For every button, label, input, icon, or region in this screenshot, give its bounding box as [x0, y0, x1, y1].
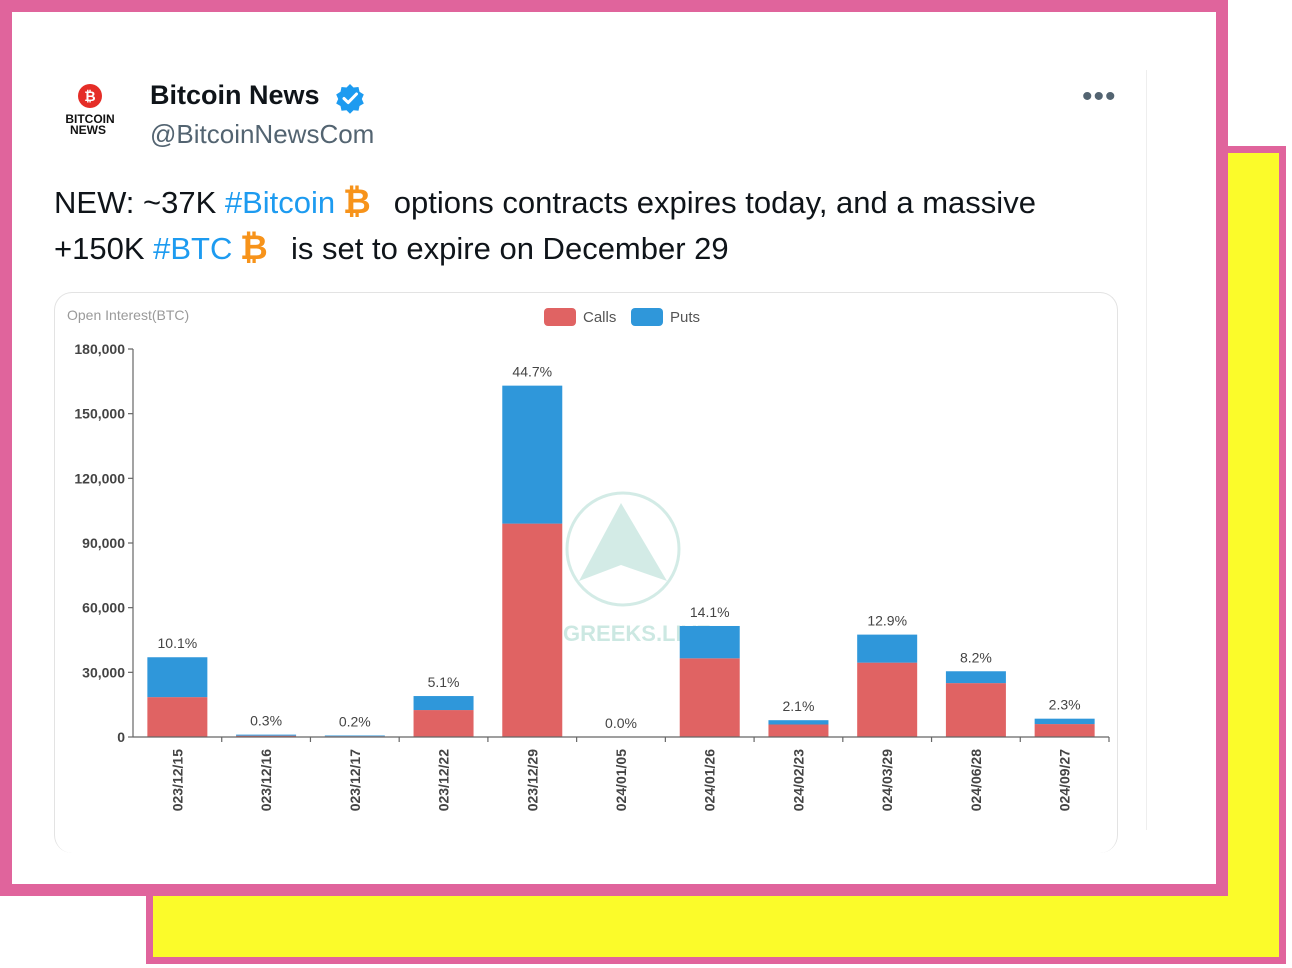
bar-calls — [502, 523, 563, 737]
greeks-live-watermark-icon — [565, 491, 681, 607]
x-tick-label: 024/01/05 — [613, 749, 629, 811]
bar-puts — [502, 385, 563, 524]
bar-percent-label: 10.1% — [158, 635, 198, 651]
bar-calls — [945, 683, 1006, 737]
timeline-divider — [1146, 70, 1147, 830]
chart-image[interactable]: Open Interest(BTC) Calls Puts 0 30,000 60,000… — [54, 292, 1118, 853]
bar-calls — [1034, 724, 1095, 737]
bar-calls — [147, 697, 208, 737]
x-tick-label: 023/12/22 — [436, 749, 452, 811]
tweet: ₿ BITCOIN NEWS Bitcoin News @BitcoinNews… — [54, 70, 1147, 853]
y-tick-label: 30,000 — [82, 664, 125, 680]
text-part: options contracts expires today, and a m… — [385, 185, 1036, 220]
handle[interactable]: @BitcoinNewsCom — [150, 119, 375, 149]
x-tick-label: 023/12/29 — [524, 749, 540, 811]
bar-puts — [236, 734, 297, 736]
text-part: is set to expire on December 29 — [282, 231, 729, 266]
more-options-icon[interactable]: ••• — [1082, 80, 1117, 113]
y-tick-label: 90,000 — [82, 535, 125, 551]
bar-calls — [679, 658, 740, 737]
bar-percent-label: 14.1% — [690, 604, 730, 620]
avatar-b-glyph-icon: ₿ — [84, 88, 95, 104]
x-tick-label: 024/01/26 — [702, 749, 718, 811]
open-interest-chart: Open Interest(BTC) Calls Puts 0 30,000 60,000… — [67, 307, 1110, 811]
tweet-text-line1: NEW: ~37K #Bitcoin ₿ options contracts ex… — [54, 180, 1134, 226]
bar-calls — [857, 662, 918, 737]
bitcoin-news-avatar[interactable]: ₿ BITCOIN NEWS — [58, 82, 122, 146]
y-axis-label: Open Interest(BTC) — [67, 307, 189, 323]
legend-swatch-calls — [544, 308, 576, 326]
bar-percent-label: 0.0% — [605, 715, 637, 731]
hashtag-bitcoin[interactable]: #Bitcoin — [224, 185, 336, 220]
bar-puts — [324, 735, 385, 737]
bar-percent-label: 2.3% — [1049, 697, 1081, 713]
bar-puts — [857, 634, 918, 663]
x-tick-label: 024/02/23 — [790, 749, 806, 811]
bar-puts — [1034, 718, 1095, 725]
verified-badge-icon[interactable] — [334, 82, 366, 114]
bar-percent-label: 44.7% — [512, 364, 552, 380]
bitcoin-emoji-icon: ₿ — [240, 229, 268, 265]
tweet-text-line2: +150K #BTC ₿ is set to expire on December… — [54, 226, 1134, 272]
svg-text:₿: ₿ — [343, 183, 371, 219]
bar-puts — [679, 625, 740, 659]
bitcoin-emoji-icon: ₿ — [343, 183, 371, 219]
bar-calls — [236, 735, 297, 737]
bar-puts — [945, 671, 1006, 684]
svg-text:₿: ₿ — [240, 229, 268, 265]
bar-percent-label: 5.1% — [428, 674, 460, 690]
bar-puts — [768, 720, 829, 725]
avatar-text-line1: BITCOIN — [65, 112, 114, 126]
legend-swatch-puts — [631, 308, 663, 326]
text-part: NEW: ~37K — [54, 185, 225, 220]
bar-percent-label: 0.3% — [250, 713, 282, 729]
bar-puts — [147, 657, 208, 698]
bar-percent-label: 2.1% — [782, 698, 814, 714]
x-tick-label: 023/12/16 — [258, 749, 274, 811]
bar-calls — [413, 710, 474, 737]
tweet-text: NEW: ~37K #Bitcoin ₿ options contracts ex… — [54, 180, 1134, 272]
x-tick-label: 023/12/15 — [169, 749, 185, 811]
y-tick-label: 180,000 — [74, 341, 125, 357]
legend-label-calls: Calls — [583, 309, 616, 326]
y-tick-label: 60,000 — [82, 600, 125, 616]
bar-percent-label: 8.2% — [960, 649, 992, 665]
text-part: +150K — [54, 231, 154, 266]
display-name[interactable]: Bitcoin News — [150, 80, 320, 110]
x-tick-label: 024/06/28 — [968, 749, 984, 811]
bar-puts — [413, 696, 474, 711]
avatar-red-circle-icon — [78, 84, 102, 108]
legend-label-puts: Puts — [670, 309, 700, 326]
x-tick-label: 023/12/17 — [347, 749, 363, 811]
x-tick-label: 024/09/27 — [1057, 749, 1073, 811]
tweet-card — [0, 0, 1228, 896]
y-tick-label: 150,000 — [74, 406, 125, 422]
bar-percent-label: 0.2% — [339, 713, 371, 729]
x-tick-label: 024/03/29 — [879, 749, 895, 811]
bar-percent-label: 12.9% — [867, 613, 907, 629]
bar-calls — [768, 724, 829, 737]
y-tick-label: 120,000 — [74, 470, 125, 486]
avatar-text-line2: NEWS — [70, 123, 106, 137]
y-tick-label: 0 — [117, 729, 125, 745]
hashtag-btc[interactable]: #BTC — [153, 231, 233, 266]
